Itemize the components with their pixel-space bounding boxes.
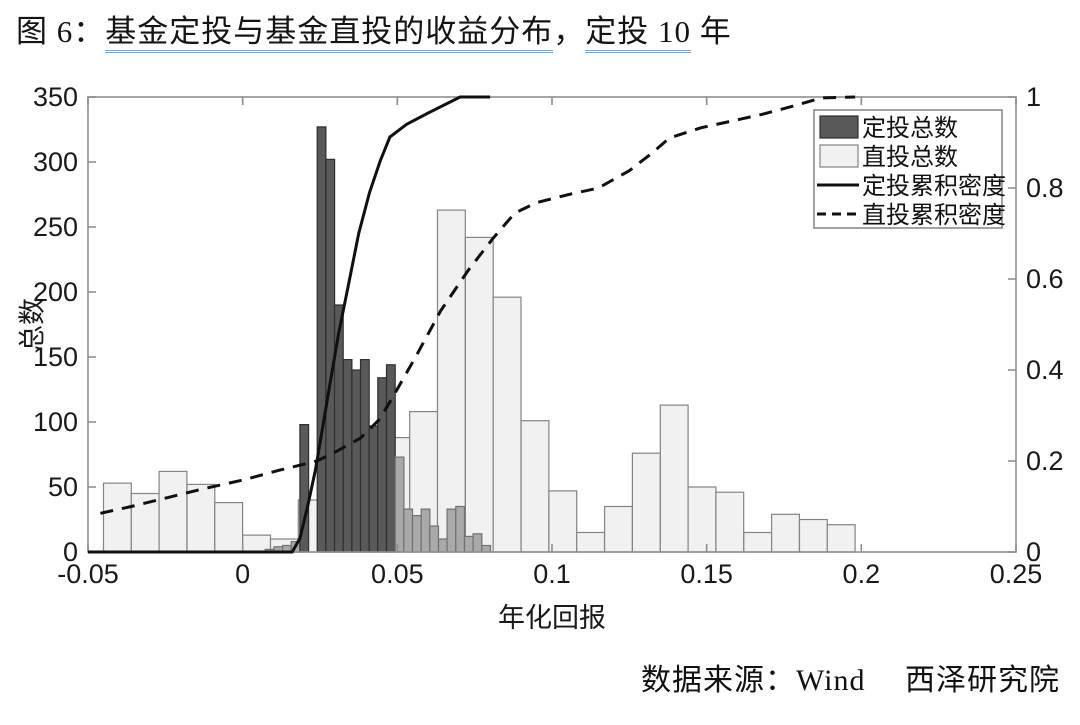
bar-zhitou: [436, 209, 466, 553]
bar-dingtou: [463, 535, 474, 553]
bar-zhitou: [576, 531, 606, 553]
bar-dingtou: [359, 359, 370, 553]
figure-title-suffix: 年: [691, 14, 732, 49]
bar-dingtou: [377, 377, 388, 553]
x-tick-label: 0.2: [843, 559, 881, 589]
bar-zhitou: [631, 452, 661, 553]
bar-zhitou: [158, 470, 188, 553]
bar-zhitou: [464, 236, 494, 553]
bar-dingtou: [316, 126, 327, 553]
cdf-line-zhitou: [100, 95, 856, 515]
legend-label: 定投总数: [862, 115, 958, 142]
x-tick-label: 0.25: [990, 559, 1043, 589]
y-right-tick-label: 0: [1026, 537, 1041, 567]
data-source-note: 数据来源：Wind 西泽研究院: [641, 664, 1060, 697]
legend-label: 定投累积密度: [862, 173, 1006, 200]
bar-dingtou: [455, 505, 466, 553]
bar-zhitou: [102, 482, 132, 553]
y-axis-label-left: 总数: [17, 298, 48, 352]
x-tick-label: -0.05: [57, 559, 119, 589]
x-tick-label: 0: [235, 559, 250, 589]
histogram-cdf-chart: -0.05 0 0.05 0.1 0.15 0.2 0.250501001502002503…: [33, 82, 1064, 589]
y-left-tick-label: 0: [63, 537, 78, 567]
bar-dingtou: [411, 514, 422, 553]
legend-label: 直投累积密度: [862, 202, 1006, 229]
x-tick-label: 0.05: [371, 559, 424, 589]
bar-dingtou: [446, 508, 457, 553]
y-right-tick-label: 0.4: [1026, 355, 1064, 385]
bar-dingtou: [437, 538, 448, 553]
bar-zhitou: [743, 531, 773, 553]
bar-zhitou: [798, 518, 828, 553]
bar-zhitou: [715, 491, 745, 553]
bar-zhitou: [520, 420, 550, 553]
bar-dingtou: [342, 359, 353, 553]
y-right-tick-label: 0.6: [1026, 264, 1064, 294]
x-tick-label: 0.15: [680, 559, 733, 589]
bar-zhitou: [687, 486, 717, 553]
legend-swatch: [819, 144, 859, 168]
bar-zhitou: [770, 513, 800, 553]
y-left-tick-label: 200: [33, 277, 78, 307]
bar-dingtou: [403, 508, 414, 553]
y-left-tick-label: 50: [48, 472, 78, 502]
y-left-tick-label: 300: [33, 147, 78, 177]
figure-title-underlined-2: 定投 10: [585, 14, 691, 53]
y-left-tick-label: 350: [33, 82, 78, 112]
bar-dingtou: [385, 364, 396, 553]
bar-dingtou: [420, 508, 431, 553]
y-right-tick-label: 0.8: [1026, 173, 1064, 203]
x-tick-label: 0.1: [533, 559, 571, 589]
figure-title-underlined-1: 基金定投与基金直投的收益分布: [105, 14, 554, 53]
x-axis-label: 年化回报: [498, 603, 606, 633]
bar-dingtou: [481, 544, 492, 553]
bar-dingtou: [351, 369, 362, 553]
legend-swatch: [819, 115, 859, 139]
figure-title-comma: ，: [553, 14, 586, 49]
y-right-tick-label: 0.2: [1026, 446, 1064, 476]
bar-zhitou: [826, 524, 856, 553]
bar-zhitou: [548, 490, 578, 553]
bar-dingtou: [394, 456, 405, 553]
figure-title: 图 6：基金定投与基金直投的收益分布，定投 10 年: [16, 6, 732, 53]
y-left-tick-label: 250: [33, 212, 78, 242]
bar-dingtou: [368, 425, 379, 553]
bar-zhitou: [492, 296, 522, 553]
bar-zhitou: [214, 502, 244, 553]
cdf-line-dingtou: [88, 95, 491, 554]
legend-label: 直投总数: [862, 144, 958, 171]
y-left-tick-label: 100: [33, 407, 78, 437]
bar-zhitou: [186, 483, 216, 553]
figure-title-prefix: 图 6：: [16, 14, 106, 49]
bar-zhitou: [659, 404, 689, 553]
bar-dingtou: [472, 533, 483, 553]
y-right-tick-label: 1: [1026, 82, 1041, 112]
bar-zhitou: [603, 505, 633, 553]
bar-dingtou: [429, 525, 440, 553]
y-left-tick-label: 150: [33, 342, 78, 372]
